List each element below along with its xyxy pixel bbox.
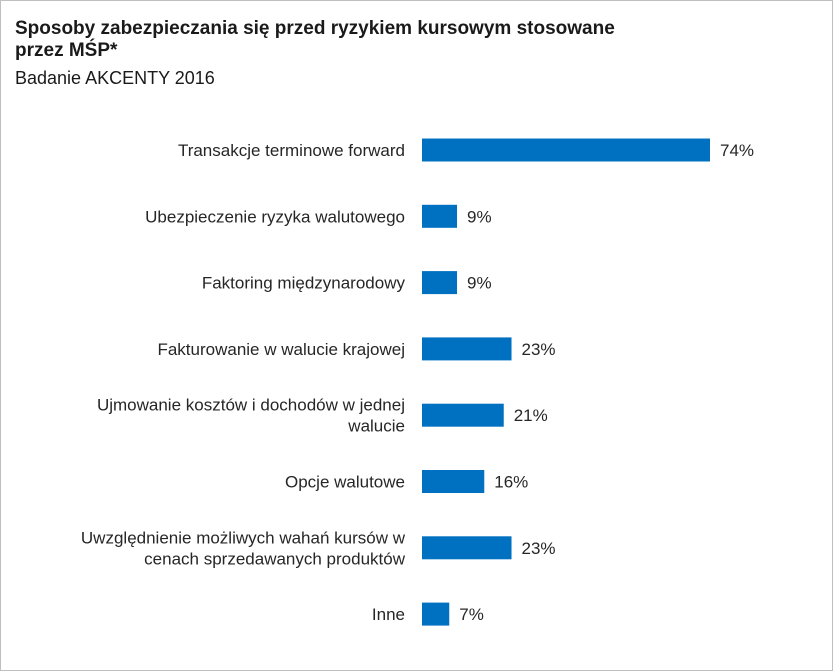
category-label-5: Opcje walutowe bbox=[285, 473, 405, 492]
value-label-0: 74% bbox=[720, 141, 754, 160]
value-label-1: 9% bbox=[467, 207, 492, 226]
category-label-4-line-1: walucie bbox=[347, 417, 405, 436]
value-label-4: 21% bbox=[514, 406, 548, 425]
bar-6 bbox=[422, 536, 512, 560]
value-label-3: 23% bbox=[522, 340, 556, 359]
bar-0 bbox=[422, 138, 710, 162]
bar-2 bbox=[422, 271, 458, 295]
value-label-7: 7% bbox=[459, 605, 484, 624]
category-label-6-line-0: Uwzględnienie możliwych wahań kursów w bbox=[81, 528, 406, 547]
bar-5 bbox=[422, 470, 485, 493]
value-label-6: 23% bbox=[522, 539, 556, 558]
category-label-0: Transakcje terminowe forward bbox=[178, 141, 405, 160]
category-label-1: Ubezpieczenie ryzyka walutowego bbox=[145, 207, 405, 226]
bar-7 bbox=[422, 602, 450, 626]
chart-title: Sposoby zabezpieczania się przed ryzykie… bbox=[15, 18, 615, 61]
category-label-3: Fakturowanie w walucie krajowej bbox=[157, 340, 405, 359]
category-label-7: Inne bbox=[372, 605, 405, 624]
category-label-6-line-1: cenach sprzedawanych produktów bbox=[144, 549, 406, 568]
category-label-2: Faktoring międzynarodowy bbox=[202, 274, 406, 293]
category-label-4-line-0: Ujmowanie kosztów i dochodów w jednej bbox=[97, 396, 405, 415]
bar-3 bbox=[422, 337, 512, 361]
value-label-5: 16% bbox=[494, 473, 528, 492]
value-label-2: 9% bbox=[467, 274, 492, 293]
chart-subtitle: Badanie AKCENTY 2016 bbox=[15, 68, 215, 88]
bar-1 bbox=[422, 204, 458, 228]
bar-4 bbox=[422, 403, 504, 427]
